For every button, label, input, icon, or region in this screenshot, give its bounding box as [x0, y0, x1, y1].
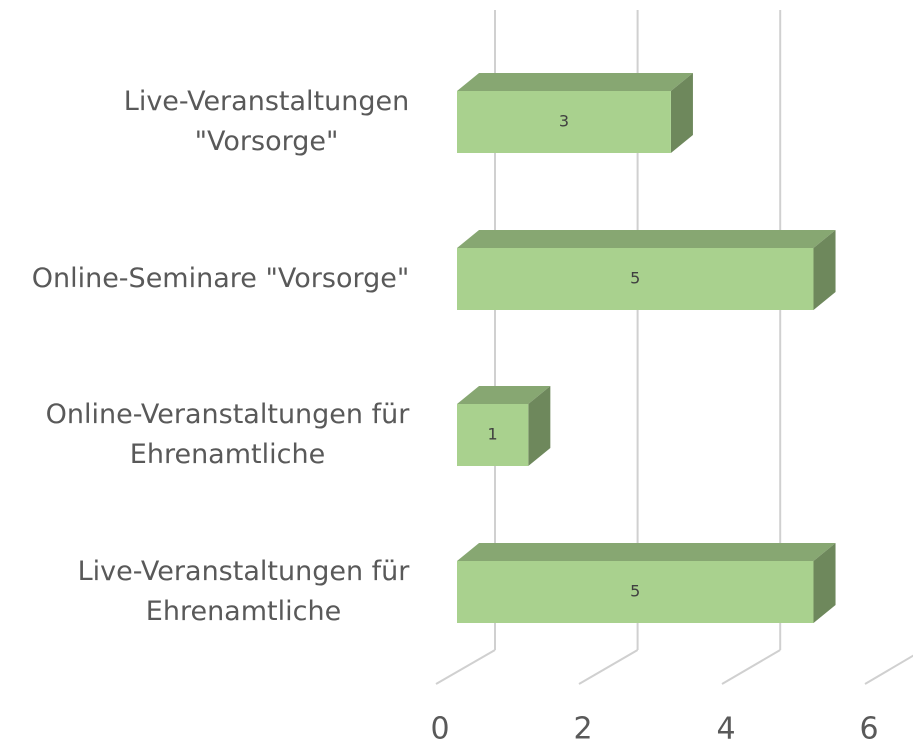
- bar-top: [457, 230, 836, 248]
- floor-line: [721, 649, 781, 685]
- bar-top: [457, 386, 551, 404]
- bar: [457, 248, 814, 310]
- bar-top: [457, 73, 693, 91]
- data-label: 5: [630, 582, 640, 601]
- data-label: 1: [488, 425, 498, 444]
- bar: [457, 91, 671, 153]
- category-label: Online-Seminare "Vorsorge": [31, 263, 410, 294]
- bar-side: [813, 230, 836, 310]
- bar-side: [528, 386, 551, 466]
- bar-side: [670, 73, 693, 153]
- x-tick-label: 6: [859, 712, 878, 742]
- x-tick-label: 0: [430, 712, 449, 742]
- x-tick-label: 2: [573, 712, 592, 742]
- category-label: Live-Veranstaltungen "Vorsorge": [123, 86, 410, 157]
- category-label: Live-Veranstaltungen für Ehrenamtliche: [77, 556, 410, 627]
- floor-line: [578, 649, 639, 685]
- x-tick-label: 4: [716, 712, 735, 742]
- bar: [457, 404, 529, 466]
- data-label: 3: [559, 112, 569, 131]
- category-label: Online-Veranstaltungen für Ehrenamtliche: [45, 399, 410, 470]
- bar-top: [457, 543, 836, 561]
- bar: [457, 561, 814, 623]
- data-label: 5: [630, 269, 640, 288]
- floor-line: [435, 649, 496, 685]
- bar-side: [813, 543, 836, 623]
- floor-line: [864, 654, 913, 685]
